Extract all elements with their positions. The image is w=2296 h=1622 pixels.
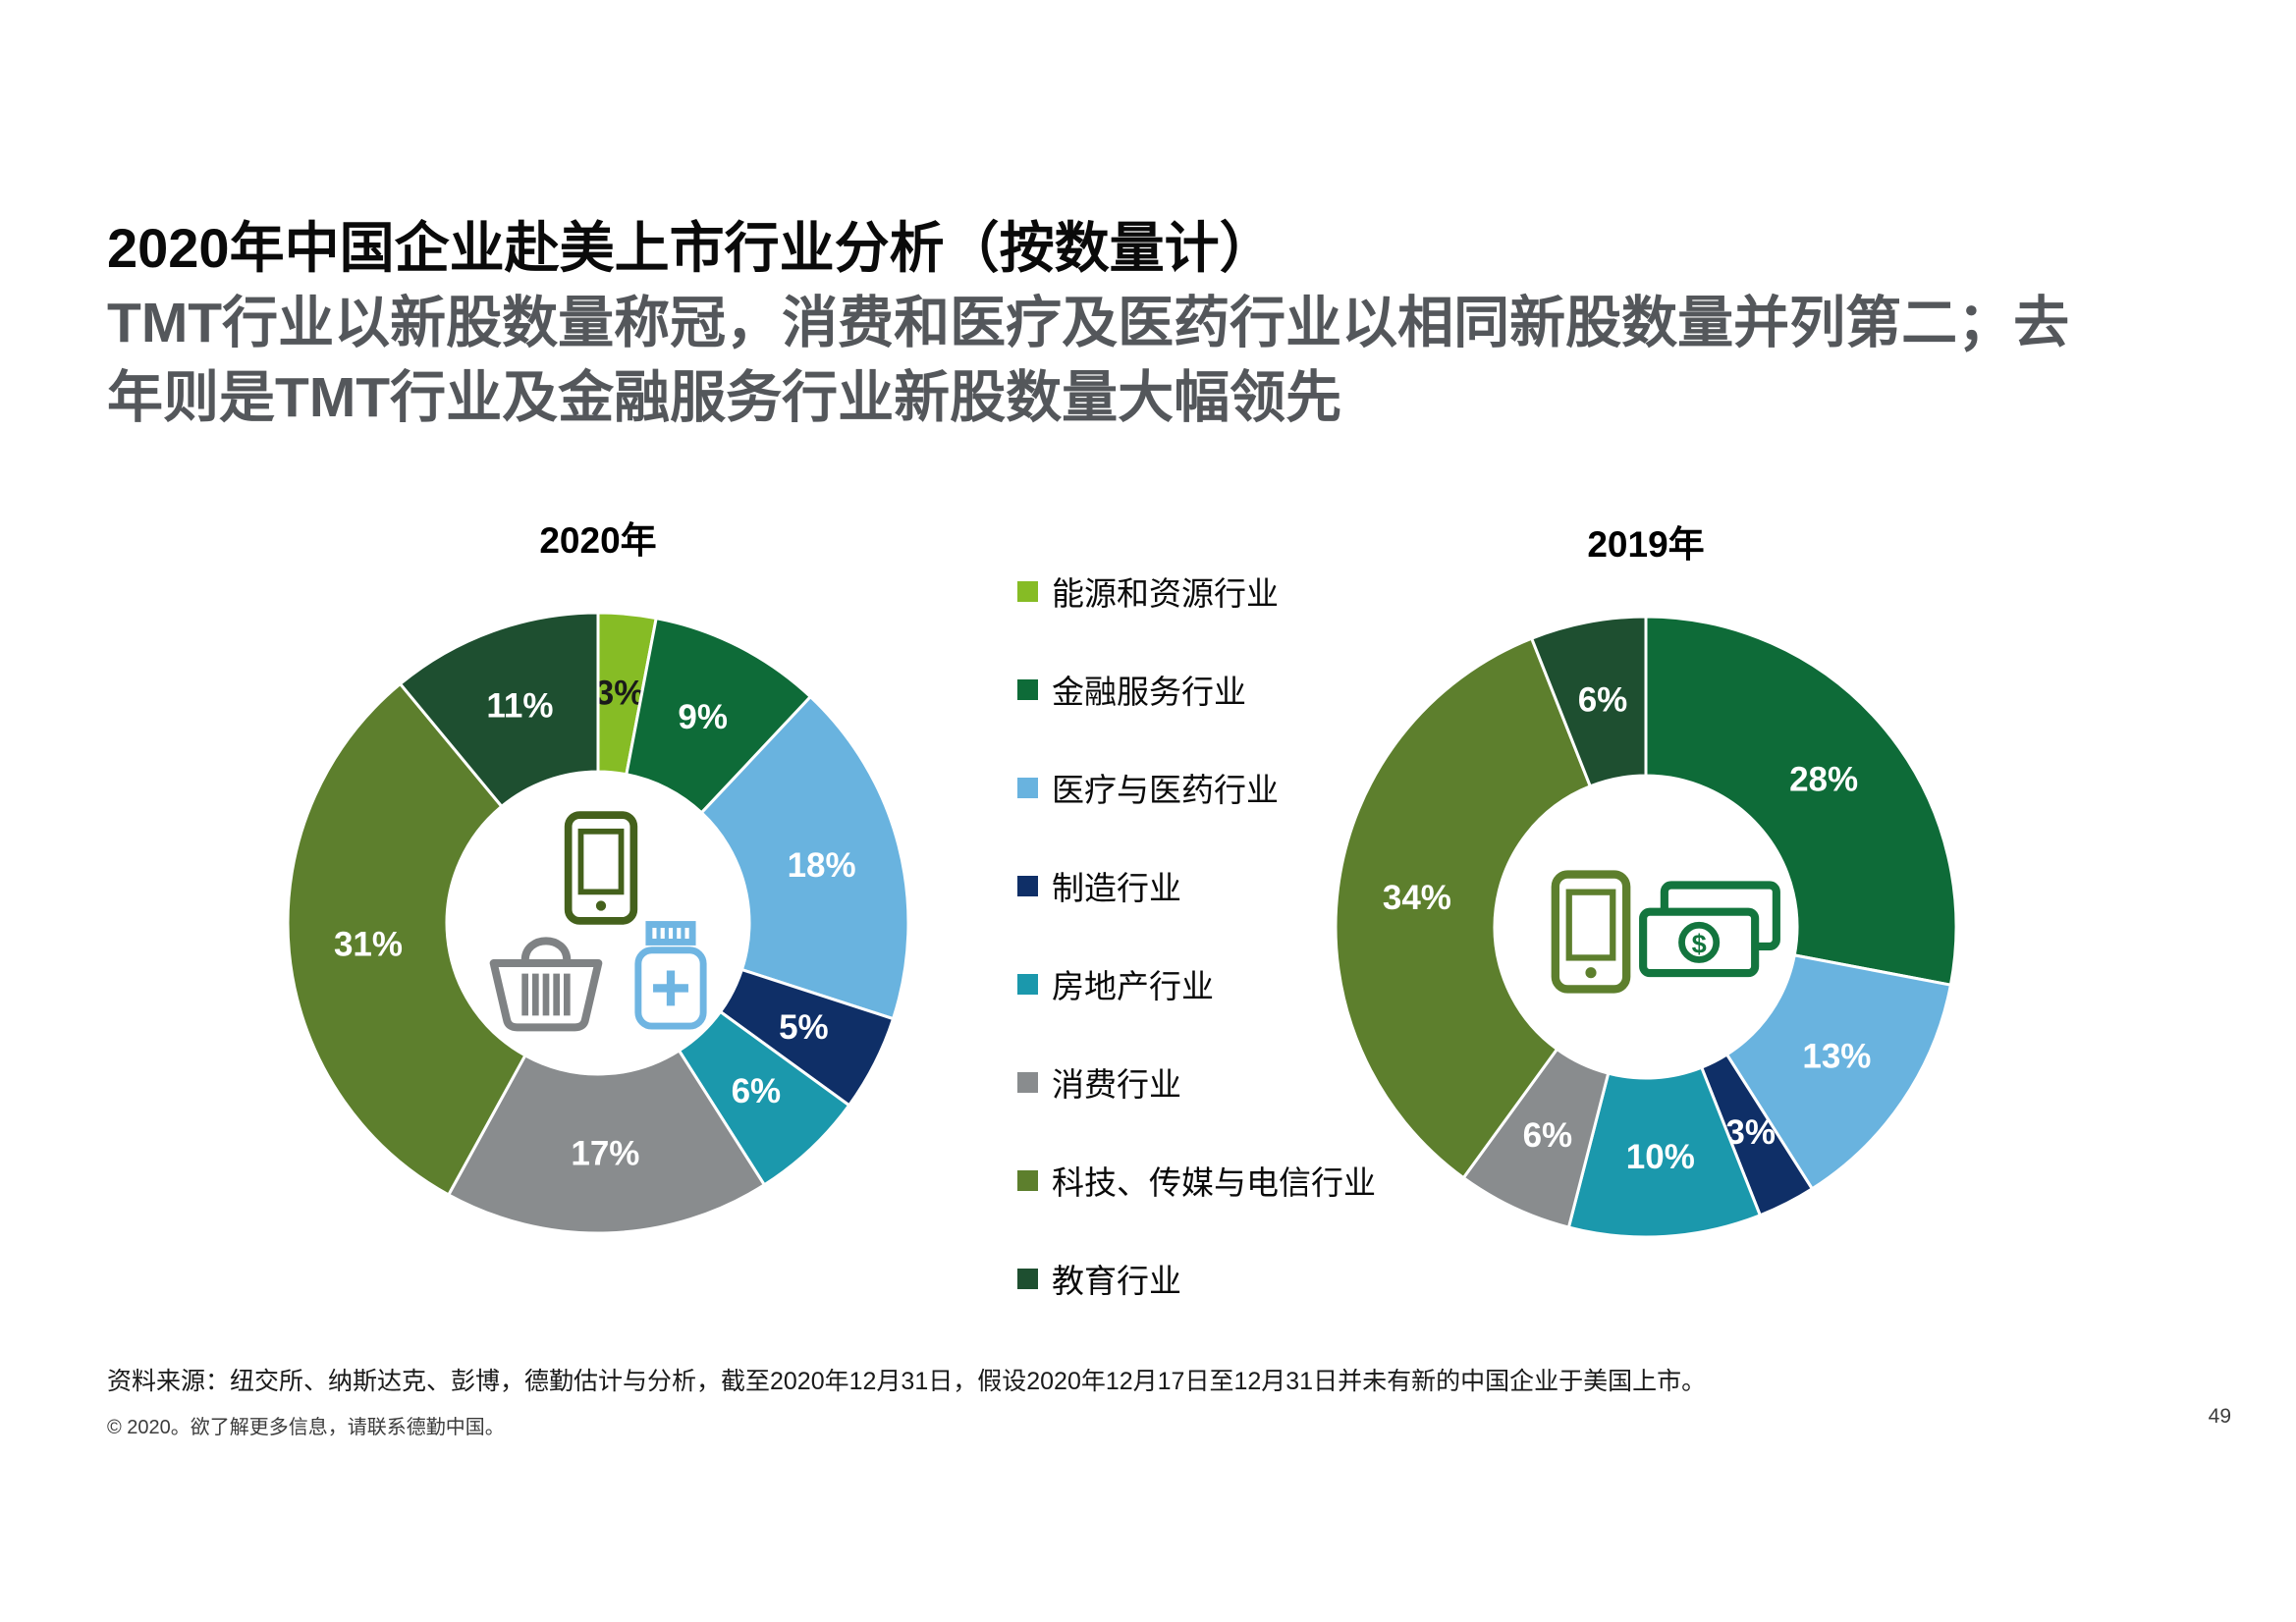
donut-slice [1334, 636, 1593, 1180]
legend-swatch [1017, 1071, 1038, 1093]
donut-slice [1724, 953, 1953, 1191]
slice-percentage-label: 17% [571, 1134, 639, 1172]
legend-item: 消费行业 [1017, 1033, 1376, 1131]
donut-slice [286, 681, 527, 1197]
slice-percentage-label: 5% [779, 1008, 829, 1047]
page-title: 2020年中国企业赴美上市行业分析（按数量计） [107, 217, 1275, 279]
legend-swatch [1017, 875, 1038, 896]
legend-swatch [1017, 973, 1038, 995]
legend-swatch [1017, 580, 1038, 602]
legend-label: 制造行业 [1052, 870, 1181, 906]
slice-percentage-label: 3% [1725, 1113, 1776, 1152]
chart-title-2019: 2019年 [1587, 524, 1705, 565]
donut-slice [1644, 615, 1958, 987]
slice-percentage-label: 6% [732, 1072, 782, 1110]
legend-item: 教育行业 [1017, 1229, 1376, 1327]
donut-slice [1529, 615, 1648, 788]
donut-svg: 3% 9% 18% 5% 6% 17% 31% 11% [286, 611, 910, 1235]
legend-item: 科技、传媒与电信行业 [1017, 1131, 1376, 1229]
chart-title-2020: 2020年 [539, 520, 657, 561]
source-note: 资料来源：纽交所、纳斯达克、彭博，德勤估计与分析，截至2020年12月31日，假… [107, 1368, 1707, 1395]
legend-label: 医疗与医药行业 [1052, 772, 1279, 808]
page-number: 49 [2208, 1405, 2231, 1428]
page-subtitle: TMT行业以新股数量称冠，消费和医疗及医药行业以相同新股数量并列第二；去年则是T… [107, 292, 2070, 429]
legend-label: 教育行业 [1052, 1263, 1181, 1299]
slice-percentage-label: 31% [334, 926, 403, 964]
legend-item: 能源和资源行业 [1017, 542, 1376, 640]
legend-swatch [1017, 678, 1038, 700]
donut-chart-2019: 2019年 28% 13% 3% 10% 6% 34% 6% $ [1322, 522, 1970, 1251]
slice-percentage-label: 9% [678, 698, 728, 736]
copyright-note: © 2020。欲了解更多信息，请联系德勤中国。 [107, 1417, 505, 1438]
legend-label: 金融服务行业 [1052, 674, 1246, 710]
donut-chart-2020: 2020年 3% 9% 18% 5% 6% 17% 31% 11% [274, 518, 922, 1247]
slice-percentage-label: 3% [595, 675, 645, 713]
legend-label: 消费行业 [1052, 1066, 1181, 1103]
donut-2019: 28% 13% 3% 10% 6% 34% 6% [1322, 603, 1970, 1251]
slice-percentage-label: 10% [1626, 1138, 1695, 1176]
slice-percentage-label: 13% [1802, 1038, 1871, 1076]
donut-slice [398, 611, 600, 809]
legend-swatch [1017, 1268, 1038, 1289]
legend-item: 医疗与医药行业 [1017, 738, 1376, 837]
slice-percentage-label: 34% [1383, 879, 1451, 917]
legend-label: 能源和资源行业 [1052, 575, 1279, 612]
slice-percentage-label: 18% [788, 846, 856, 885]
legend-label: 房地产行业 [1052, 968, 1214, 1004]
slice-percentage-label: 6% [1578, 681, 1628, 720]
legend-item: 制造行业 [1017, 837, 1376, 935]
legend-item: 金融服务行业 [1017, 640, 1376, 738]
header: 2020年中国企业赴美上市行业分析（按数量计） TMT行业以新股数量称冠，消费和… [107, 215, 2130, 436]
donut-slice [699, 694, 910, 1021]
donut-slice [446, 1048, 767, 1235]
legend-swatch [1017, 777, 1038, 798]
donut-2020: 3% 9% 18% 5% 6% 17% 31% 11% [274, 599, 922, 1247]
legend-label: 科技、传媒与电信行业 [1052, 1164, 1376, 1201]
legend: 能源和资源行业 金融服务行业 医疗与医药行业 制造行业房地产行业消费行业科技、传媒与电… [1017, 542, 1376, 1327]
donut-svg: 28% 13% 3% 10% 6% 34% 6% [1334, 615, 1958, 1239]
slice-percentage-label: 11% [486, 686, 553, 725]
legend-swatch [1017, 1169, 1038, 1191]
legend-item: 房地产行业 [1017, 935, 1376, 1033]
slice-percentage-label: 28% [1789, 761, 1858, 799]
slice-percentage-label: 6% [1523, 1116, 1573, 1155]
